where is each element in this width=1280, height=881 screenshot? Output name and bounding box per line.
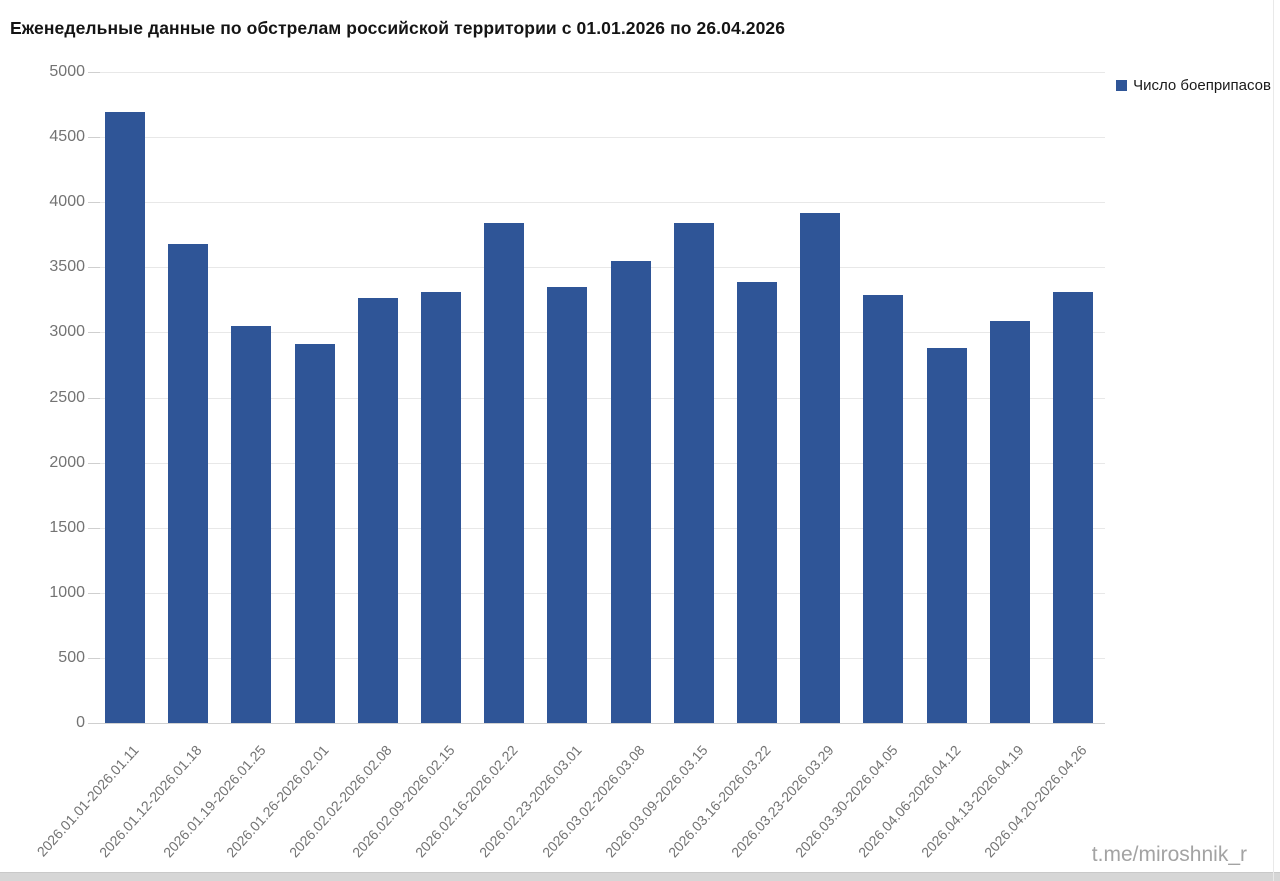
y-axis-label: 4000 [49,193,85,211]
y-axis-label: 5000 [49,63,85,80]
x-axis-baseline [100,723,1105,724]
chart-bar [926,348,967,723]
y-axis-label: 1000 [49,583,85,601]
y-axis-label: 1500 [49,518,85,536]
gridline [100,462,1105,464]
chart-bar [231,325,272,723]
y-axis-tick [88,332,100,334]
gridline [100,657,1105,659]
chart-bar [673,223,714,723]
y-axis-label: 500 [58,648,85,666]
chart-bar [863,294,904,723]
chart-bar [547,287,588,723]
watermark-text: t.me/miroshnik_r [1091,843,1247,866]
gridline [100,397,1105,399]
gridline [100,72,1105,73]
legend: Число боеприпасов [1116,77,1271,94]
chart-bar [610,260,651,723]
chart-title: Еженедельные данные по обстрелам российс… [10,18,786,38]
gridline [100,137,1105,139]
y-axis-tick [88,72,100,73]
y-axis-label: 3000 [49,323,85,341]
y-axis-tick [88,592,100,594]
gridline [100,592,1105,594]
y-axis-tick [88,137,100,139]
chart-bar [1053,292,1093,723]
chart-bar [105,112,145,723]
legend-series-label: Число боеприпасов [1133,77,1271,94]
y-axis-label: 3500 [49,258,85,276]
chart-bar [737,281,777,723]
bottom-edge-strip [0,872,1280,881]
y-axis-label: 2500 [49,388,85,406]
y-axis-label: 0 [76,714,85,731]
y-axis-tick [88,267,100,269]
chart-bar [800,212,841,723]
gridline [100,202,1105,204]
chart-bar [357,297,398,723]
chart-bar [484,223,525,723]
y-axis-tick [88,462,100,464]
chart-bar [421,292,461,723]
gridline [100,527,1105,529]
y-axis-label: 4500 [49,128,85,146]
y-axis-tick [88,202,100,204]
y-axis-tick [88,527,100,529]
y-axis-tick [88,397,100,399]
y-axis-tick [88,657,100,659]
legend-marker-square [1116,80,1128,91]
y-axis-label: 2000 [49,453,85,471]
y-axis-tick [88,723,100,724]
chart-bar [294,344,335,723]
chart-bar [168,243,209,723]
gridline [100,267,1105,269]
right-edge-line [1273,0,1274,881]
gridline [100,332,1105,334]
chart-bar [989,320,1030,723]
x-axis-label: 2026.01.01-2026.01.11 [33,742,142,860]
